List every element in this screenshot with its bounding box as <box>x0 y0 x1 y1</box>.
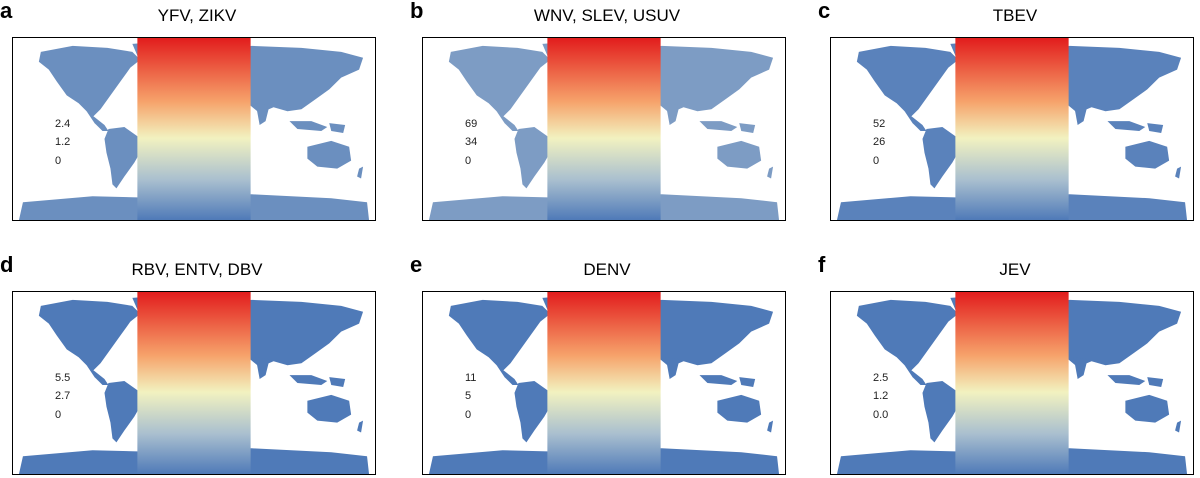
panel-letter: e <box>410 252 423 277</box>
world-map: 2.5 1.2 0.0 <box>830 291 1194 475</box>
panel-letter: c <box>818 0 831 23</box>
world-map: 52 26 0 <box>830 37 1194 221</box>
legend-mid-label: 2.7 <box>55 390 71 402</box>
panel-title: RBV, ENTV, DBV <box>131 260 263 279</box>
map-panel-a: a YFV, ZIKV 2.4 1.2 0 <box>0 0 376 221</box>
legend-colorbar <box>137 38 251 220</box>
legend-colorbar <box>547 38 661 220</box>
panel-letter: a <box>0 0 13 23</box>
legend-max-label: 11 <box>465 372 477 384</box>
map-panel-d: d RBV, ENTV, DBV 5.5 2.7 0 <box>0 252 376 475</box>
world-map: 11 5 0 <box>422 291 786 475</box>
world-map: 2.4 1.2 0 <box>12 37 376 221</box>
panel-title: TBEV <box>992 6 1038 25</box>
legend-mid-label: 5 <box>465 390 472 402</box>
panel-letter: f <box>818 252 826 277</box>
legend-max-label: 52 <box>873 118 886 130</box>
world-map: 69 34 0 <box>422 37 786 221</box>
map-panel-e: e DENV 11 5 0 <box>410 252 786 475</box>
legend-mid-label: 1.2 <box>55 136 71 148</box>
legend-min-label: 0 <box>55 409 62 421</box>
legend-colorbar <box>547 292 661 474</box>
world-map: 5.5 2.7 0 <box>12 291 376 475</box>
panel-title: YFV, ZIKV <box>157 6 237 25</box>
legend-min-label: 0 <box>55 155 62 167</box>
legend-min-label: 0 <box>465 155 472 167</box>
panel-letter: b <box>410 0 424 23</box>
legend-max-label: 5.5 <box>55 372 71 384</box>
panel-title: JEV <box>999 260 1031 279</box>
panel-letter: d <box>0 252 14 277</box>
panel-title: WNV, SLEV, USUV <box>533 6 681 25</box>
legend-mid-label: 26 <box>873 136 886 148</box>
legend-colorbar <box>955 292 1069 474</box>
legend-max-label: 2.4 <box>55 118 71 130</box>
legend-max-label: 69 <box>465 118 478 130</box>
panel-title: DENV <box>583 260 631 279</box>
legend-min-label: 0.0 <box>873 409 889 421</box>
legend-min-label: 0 <box>465 409 472 421</box>
legend-colorbar <box>137 292 251 474</box>
legend-max-label: 2.5 <box>873 372 889 384</box>
map-panel-c: c TBEV 52 26 0 <box>818 0 1194 221</box>
map-panel-b: b WNV, SLEV, USUV 69 34 0 <box>410 0 786 221</box>
legend-mid-label: 1.2 <box>873 390 889 402</box>
map-panel-f: f JEV 2.5 1.2 0.0 <box>818 252 1194 475</box>
legend-min-label: 0 <box>873 155 880 167</box>
legend-colorbar <box>955 38 1069 220</box>
legend-mid-label: 34 <box>465 136 478 148</box>
world-map-svg <box>428 295 780 474</box>
